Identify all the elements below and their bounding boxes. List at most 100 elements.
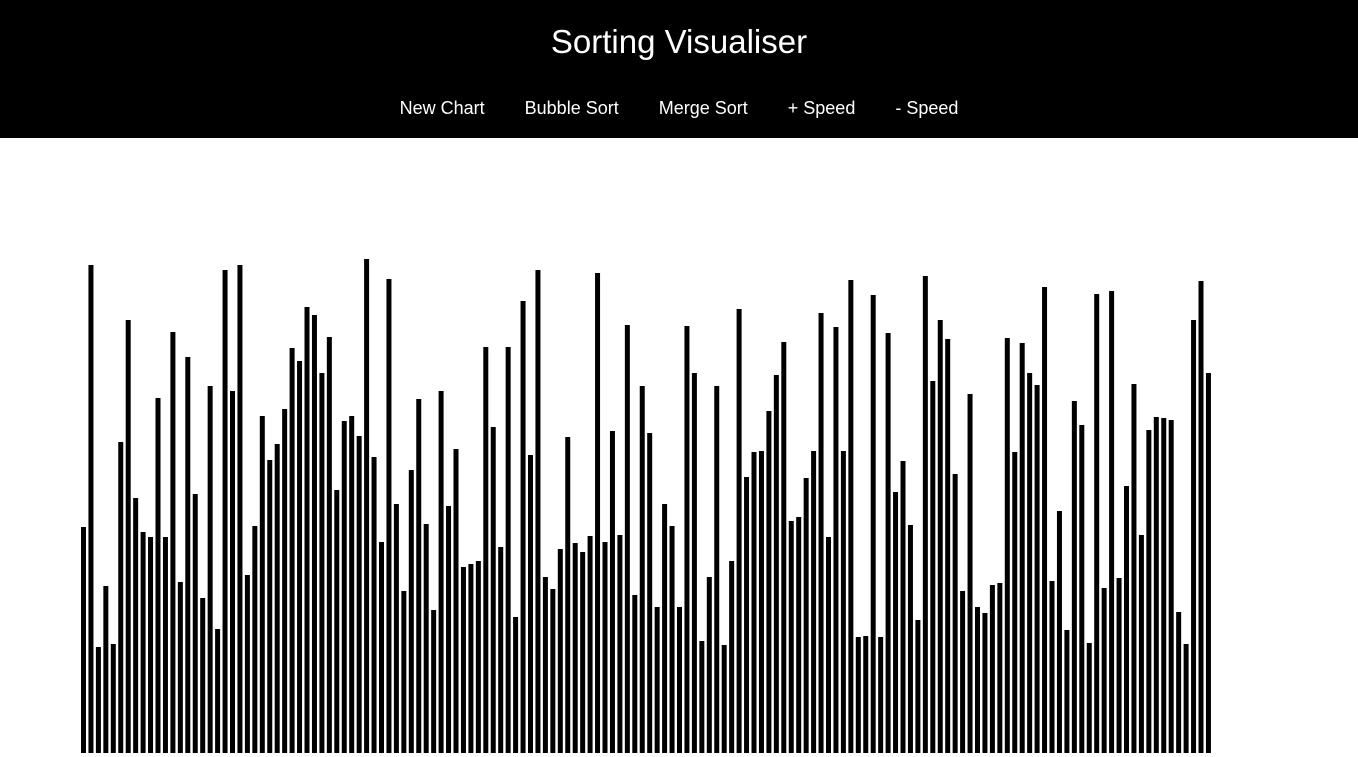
chart-bar [431, 610, 437, 753]
chart-bar [446, 506, 452, 753]
chart-bar [200, 598, 206, 753]
chart-bar [252, 526, 258, 753]
chart-bar [1027, 373, 1033, 753]
chart-bar [1198, 281, 1204, 753]
chart-bar [535, 270, 541, 753]
chart-bar [289, 348, 295, 753]
chart-bar [304, 307, 310, 753]
chart-bar [349, 416, 355, 753]
chart-bar [796, 517, 802, 753]
chart-bar [95, 647, 101, 753]
nav-bar: New Chart Bubble Sort Merge Sort + Speed… [0, 94, 1358, 122]
chart-bar [438, 391, 444, 753]
chart-bar [1176, 612, 1182, 753]
chart-bar [1019, 343, 1025, 753]
app-header: Sorting Visualiser New Chart Bubble Sort… [0, 0, 1358, 138]
chart-bar [1183, 644, 1189, 753]
increase-speed-button[interactable]: + Speed [787, 98, 856, 118]
chart-bar [997, 583, 1003, 753]
chart-bar [1161, 418, 1167, 753]
chart-bar [505, 347, 511, 753]
chart-bar [662, 504, 668, 753]
chart-area [0, 138, 1358, 757]
chart-bar [945, 339, 951, 753]
chart-bar [177, 582, 183, 753]
chart-bar [230, 391, 235, 753]
chart-bar [408, 470, 414, 753]
chart-bar [967, 394, 973, 753]
chart-bar [684, 326, 690, 753]
chart-bar [259, 416, 265, 753]
chart-bar [952, 474, 958, 753]
chart-bar [88, 265, 94, 753]
chart-bar [811, 451, 817, 753]
chart-bar [654, 607, 660, 753]
chart-bar [1124, 486, 1129, 753]
chart-bar [1109, 291, 1115, 753]
merge-sort-button[interactable]: Merge Sort [658, 98, 748, 118]
chart-bar [170, 332, 176, 753]
chart-bar [1101, 588, 1107, 753]
chart-bar [699, 641, 705, 753]
chart-bar [602, 542, 608, 753]
chart-bar [215, 629, 221, 753]
chart-bar [311, 315, 317, 753]
chart-bar [498, 547, 504, 753]
chart-bar [319, 373, 325, 753]
chart-bar [110, 644, 116, 753]
chart-bar [453, 449, 459, 753]
chart-bar [468, 564, 474, 753]
chart-bar [766, 411, 772, 753]
chart-bar [1034, 385, 1040, 753]
chart-bar [744, 477, 750, 753]
chart-bar [341, 421, 347, 753]
chart-bar [982, 613, 988, 753]
bubble-sort-button[interactable]: Bubble Sort [524, 98, 619, 118]
chart-bar [647, 433, 653, 753]
chart-bar [595, 273, 601, 753]
chart-bar [356, 436, 362, 753]
chart-bar [922, 276, 928, 753]
chart-bar [133, 498, 139, 753]
chart-bar [848, 280, 854, 753]
chart-bar [1086, 643, 1092, 753]
chart-bar [617, 535, 623, 753]
chart-bar [207, 386, 213, 753]
chart-bar [140, 532, 146, 753]
chart-bar [118, 442, 124, 753]
chart-bar [677, 607, 682, 753]
chart-bar [1168, 420, 1174, 753]
chart-bar [475, 561, 481, 753]
chart-bar [609, 431, 615, 753]
chart-bar [550, 589, 556, 753]
chart-bar [371, 457, 377, 753]
chart-bar [878, 637, 884, 753]
chart-bar [975, 607, 980, 753]
chart-bar [855, 637, 861, 753]
chart-bar [773, 375, 779, 753]
chart-bar [803, 478, 809, 753]
chart-bar [155, 398, 161, 753]
new-chart-button[interactable]: New Chart [399, 98, 485, 118]
chart-bar [379, 542, 384, 753]
chart-bar [1004, 338, 1010, 753]
chart-bar [416, 399, 422, 753]
chart-bar [326, 337, 332, 753]
chart-bar [1153, 417, 1159, 753]
chart-bar [1012, 452, 1018, 753]
chart-bar [1094, 294, 1100, 753]
chart-bar [393, 504, 399, 753]
chart-bar [1116, 578, 1122, 753]
chart-bar [274, 444, 280, 753]
decrease-speed-button[interactable]: - Speed [895, 98, 959, 118]
chart-bar [781, 342, 787, 753]
chart-bar [580, 552, 586, 753]
chart-bar [1146, 430, 1152, 753]
chart-bar [528, 455, 533, 753]
chart-bar [691, 373, 697, 753]
chart-bar [714, 386, 720, 753]
chart-bar [185, 357, 191, 753]
chart-bar [334, 490, 340, 753]
app-title: Sorting Visualiser [550, 23, 808, 60]
chart-bar [989, 585, 995, 753]
